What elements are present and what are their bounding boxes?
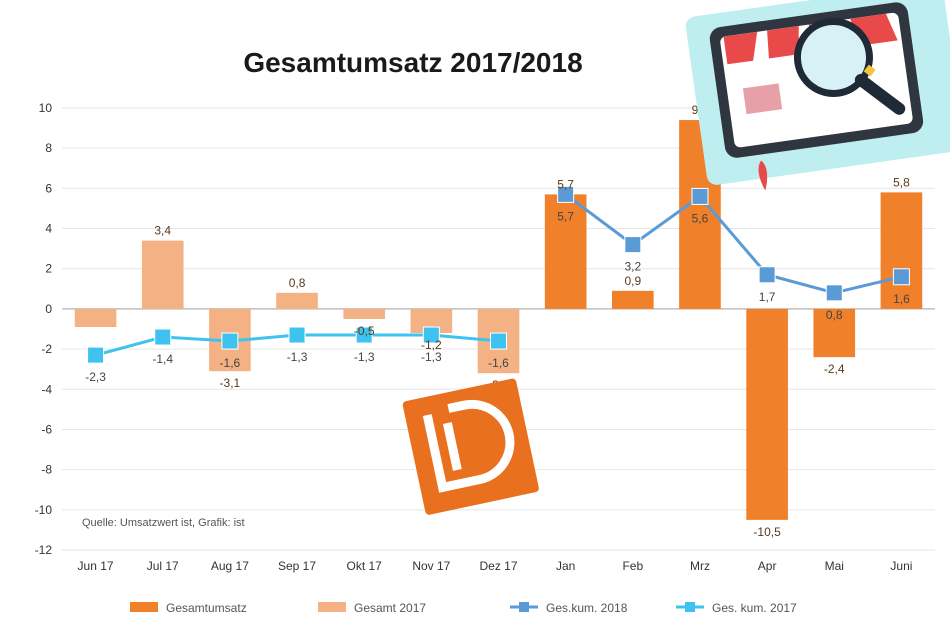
line-data-label: -1,6 [220,356,241,370]
y-tick-label: -4 [41,382,52,396]
line-marker [825,284,843,302]
bar-data-label: 3,4 [154,224,171,238]
y-tick-label: 8 [45,141,52,155]
line-data-label: -1,3 [287,350,308,364]
shop-magnifier-icon [685,0,950,191]
line-data-label: 1,7 [759,290,776,304]
bar [141,240,184,309]
legend-label: Ges. kum. 2017 [712,601,797,615]
line-marker [892,268,910,286]
legend-label: Gesamtumsatz [166,601,247,615]
y-tick-label: 10 [39,101,53,115]
line-marker [557,185,575,203]
y-tick-label: 0 [45,302,52,316]
line-data-label: 5,6 [692,211,709,225]
y-tick-label: 4 [45,222,52,236]
bar-data-label: -1,2 [421,338,442,352]
x-tick-label: Mrz [690,559,710,573]
line-marker [624,236,642,254]
legend-swatch [318,602,346,612]
lines [87,185,910,364]
line-marker [221,332,239,350]
y-tick-label: -12 [35,543,53,557]
legend-marker [519,602,529,612]
bar-data-label: -2,4 [824,362,845,376]
bar-data-label: 5,8 [893,175,910,189]
x-tick-label: Feb [622,559,643,573]
y-tick-label: 2 [45,262,52,276]
bar [880,192,923,309]
data-labels: 5,70,99,4-10,5-2,45,83,4-3,10,8-0,5-1,2-… [85,103,910,539]
line-marker [490,332,507,350]
line-marker [87,346,105,364]
x-tick-label: Apr [758,559,777,573]
series-line [564,193,902,295]
bar-data-label: 0,9 [624,274,641,288]
line-marker [355,326,373,344]
line-data-label: -1,3 [354,350,375,364]
y-tick-label: -2 [41,342,52,356]
x-tick-label: Jun 17 [78,559,114,573]
line-data-label: -2,3 [85,370,106,384]
x-tick-label: Juni [890,559,912,573]
y-tick-label: -8 [41,463,52,477]
bar [544,194,587,309]
line-marker [288,326,306,344]
bar [813,308,856,358]
legend-swatch [130,602,158,612]
x-tick-label: Nov 17 [412,559,450,573]
x-tick-label: Jul 17 [147,559,179,573]
line-data-label: 5,7 [557,209,574,223]
line-data-label: -1,6 [488,356,509,370]
bar-data-label: 0,8 [289,276,306,290]
line-marker [154,328,172,346]
x-tick-label: Dez 17 [479,559,517,573]
bar-data-label: -10,5 [753,525,781,539]
line-marker [758,266,776,284]
legend-label: Ges.kum. 2018 [546,601,628,615]
line-data-label: -1,4 [152,352,173,366]
bar [746,308,788,520]
x-tick-label: Jan [556,559,575,573]
bar [343,308,386,319]
bar [611,290,654,309]
legend-marker [685,602,695,612]
line-data-label: 1,6 [893,292,910,306]
y-tick-label: -10 [35,503,53,517]
line-data-label: -1,3 [421,350,442,364]
logo-icon [402,378,539,515]
bar [276,292,318,309]
bar [74,308,117,327]
bar-data-label: -0,5 [354,324,375,338]
y-tick-label: -6 [41,422,52,436]
legend: Gesamtumsatz Gesamt 2017 Ges.kum. 2018 Ges.… [130,601,797,615]
x-tick-label: Mai [825,559,844,573]
axes: 10 8 6 4 2 0 -2 -4 -6 -8 -10 -12 Jun 17 Jul 17 Aug 17 S… [35,101,913,573]
bar-data-label: 5,7 [557,177,574,191]
line-data-label: 0,8 [826,308,843,322]
bars [74,120,923,520]
x-tick-label: Sep 17 [278,559,316,573]
line-marker [422,326,440,344]
legend-label: Gesamt 2017 [354,601,426,615]
line-data-label: 3,2 [624,260,641,274]
y-tick-label: 6 [45,181,52,195]
x-tick-label: Aug 17 [211,559,249,573]
bar-data-label: -3,1 [220,376,241,390]
chart-title: Gesamtumsatz 2017/2018 [243,47,582,78]
line-marker [691,187,709,205]
source-note: Quelle: Umsatzwert ist, Grafik: ist [82,517,245,529]
x-tick-label: Okt 17 [347,559,383,573]
